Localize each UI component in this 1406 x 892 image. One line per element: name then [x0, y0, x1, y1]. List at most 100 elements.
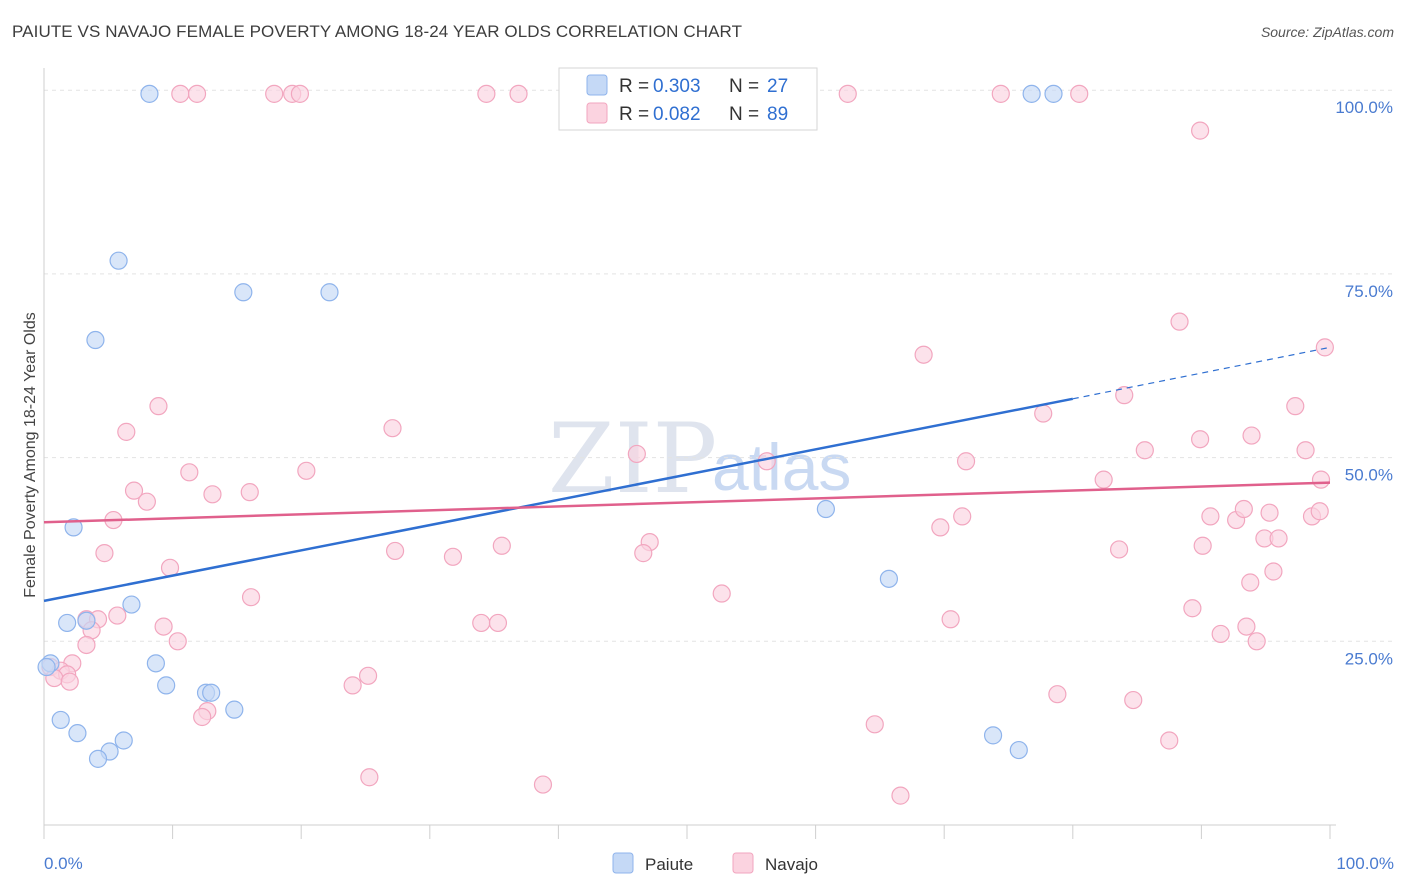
navajo-point — [1201, 507, 1220, 526]
series-legend: Paiute Navajo — [612, 852, 818, 874]
paiute-point — [51, 710, 70, 730]
y-axis-title: Female Poverty Among 18-24 Year Olds — [22, 312, 39, 598]
paiute-point — [140, 84, 159, 103]
navajo-point — [117, 422, 136, 441]
navajo-point — [1315, 338, 1334, 357]
navajo-point — [1264, 562, 1283, 581]
navajo-point — [891, 786, 910, 805]
trend-lines — [43, 346, 1331, 603]
y-tick-labels: 25.0% 50.0% 75.0% 100.0% — [1335, 98, 1393, 668]
paiute-point — [86, 330, 105, 350]
navajo-point — [383, 419, 402, 438]
navajo-point — [77, 635, 96, 655]
paiute-legend-swatch — [586, 74, 608, 96]
paiute-n-value: 27 — [767, 76, 788, 97]
navajo-point — [154, 617, 173, 636]
navajo-point — [1234, 499, 1253, 519]
paiute-point — [320, 283, 339, 302]
navajo-point — [1286, 397, 1305, 416]
navajo-point — [149, 397, 168, 416]
data-points — [37, 84, 1334, 805]
navajo-point — [241, 588, 261, 607]
navajo-point — [941, 610, 960, 629]
navajo-point — [187, 84, 207, 103]
paiute-point — [1044, 84, 1063, 103]
x-tick-label-max: 100.0% — [1336, 854, 1394, 873]
navajo-point — [1135, 441, 1154, 460]
paiute-trend-line — [43, 397, 1074, 603]
navajo-point — [533, 775, 553, 794]
navajo-point — [1160, 731, 1179, 750]
navajo-point — [1242, 426, 1261, 445]
legend-label-paiute: Paiute — [645, 855, 693, 874]
navajo-point — [1070, 84, 1089, 103]
navajo-point — [477, 84, 496, 103]
navajo-point — [171, 84, 190, 103]
navajo-point — [914, 345, 933, 364]
navajo-point — [1311, 470, 1331, 489]
paiute-point — [64, 518, 83, 537]
navajo-point — [956, 452, 976, 471]
y-tick-label: 50.0% — [1345, 466, 1393, 485]
navajo-point — [95, 544, 114, 563]
navajo-point — [865, 715, 884, 734]
navajo-point — [1241, 573, 1260, 592]
y-tick-label: 100.0% — [1335, 98, 1393, 117]
paiute-point — [68, 724, 87, 743]
y-tick-label: 25.0% — [1345, 649, 1393, 668]
chart-title: PAIUTE VS NAVAJO FEMALE POVERTY AMONG 18… — [12, 22, 743, 41]
navajo-point — [240, 483, 259, 502]
navajo-point — [1211, 624, 1230, 644]
paiute-r-label: R = — [619, 76, 649, 97]
paiute-point — [77, 611, 96, 630]
navajo-point — [1048, 685, 1067, 704]
navajo-point — [488, 613, 508, 633]
navajo-point — [1183, 599, 1202, 618]
paiute-point — [122, 595, 141, 614]
navajo-point — [1260, 503, 1279, 522]
paiute-point — [983, 726, 1003, 745]
navajo-point — [1170, 312, 1189, 331]
navajo-point — [1124, 690, 1143, 710]
navajo-point — [193, 707, 212, 727]
navajo-point — [60, 672, 79, 691]
navajo-point — [492, 536, 511, 555]
navajo-point — [953, 507, 972, 526]
x-tick-label-min: 0.0% — [44, 854, 83, 873]
paiute-point — [37, 657, 56, 677]
stats-legend: R = 0.303 N = 27 R = 0.082 N = 89 — [558, 67, 818, 131]
paiute-point — [114, 731, 133, 750]
navajo-point — [124, 481, 144, 500]
navajo-point — [443, 547, 463, 566]
paiute-point — [234, 283, 253, 302]
navajo-point — [265, 84, 284, 103]
navajo-point — [297, 461, 316, 480]
navajo-point — [1094, 470, 1113, 489]
navajo-point — [991, 84, 1010, 103]
paiute-point — [816, 499, 835, 519]
navajo-point — [1109, 540, 1129, 559]
navajo-point — [137, 492, 156, 511]
axes — [43, 68, 1336, 826]
navajo-point — [108, 606, 127, 625]
paiute-point — [146, 654, 165, 673]
paiute-point — [1022, 84, 1041, 103]
navajo-r-label: R = — [619, 104, 649, 125]
paiute-r-value: 0.303 — [653, 76, 701, 97]
legend-label-navajo: Navajo — [765, 855, 818, 874]
navajo-point — [203, 485, 222, 504]
navajo-point — [627, 444, 646, 464]
navajo-n-label: N = — [729, 104, 759, 125]
navajo-point — [343, 676, 362, 695]
x-ticks — [43, 825, 1331, 839]
paiute-trend-extension — [1072, 346, 1331, 400]
paiute-n-label: N = — [729, 76, 759, 97]
legend-swatch-paiute — [612, 852, 634, 874]
navajo-point — [838, 84, 857, 103]
navajo-point — [290, 84, 310, 103]
paiute-point — [879, 569, 899, 588]
gridlines — [44, 89, 1393, 642]
navajo-point — [634, 544, 653, 563]
navajo-point — [1191, 430, 1210, 449]
navajo-point — [931, 518, 950, 537]
